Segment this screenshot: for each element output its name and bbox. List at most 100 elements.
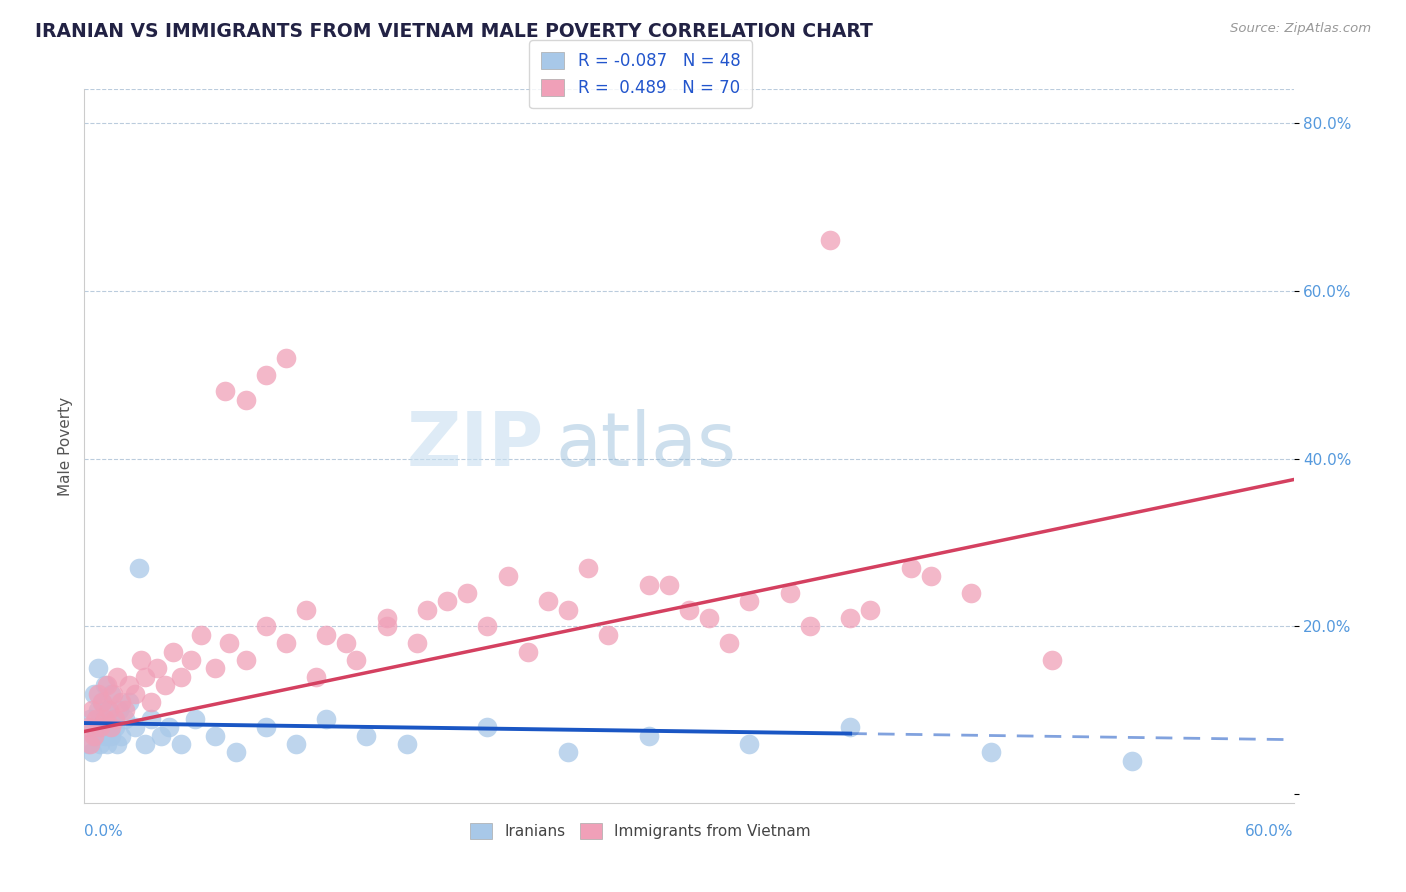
Point: [100, 687, 122, 701]
Point: [100, 729, 122, 743]
Point: [225, 746, 247, 760]
Point: [128, 560, 150, 574]
Point: [839, 720, 862, 734]
Point: [346, 653, 368, 667]
Text: IRANIAN VS IMMIGRANTS FROM VIETNAM MALE POVERTY CORRELATION CHART: IRANIAN VS IMMIGRANTS FROM VIETNAM MALE …: [35, 22, 873, 41]
Point: [149, 729, 172, 743]
Point: [204, 661, 226, 675]
Point: [678, 603, 700, 617]
Point: [406, 636, 429, 650]
Point: [104, 712, 127, 726]
Point: [118, 695, 141, 709]
Point: [180, 653, 202, 667]
Point: [184, 712, 207, 726]
Point: [637, 729, 659, 743]
Point: [496, 569, 519, 583]
Point: [557, 746, 579, 760]
Point: [104, 720, 127, 734]
Point: [315, 628, 337, 642]
Point: [818, 233, 841, 247]
Point: [456, 586, 478, 600]
Point: [97, 720, 120, 734]
Point: [100, 720, 122, 734]
Point: [110, 695, 132, 709]
Text: 60.0%: 60.0%: [1246, 824, 1294, 838]
Point: [134, 670, 156, 684]
Point: [91, 720, 114, 734]
Point: [114, 712, 136, 726]
Point: [82, 703, 104, 717]
Point: [738, 594, 761, 608]
Point: [157, 720, 180, 734]
Point: [436, 594, 458, 608]
Point: [105, 737, 128, 751]
Point: [274, 636, 297, 650]
Point: [416, 603, 439, 617]
Point: [218, 636, 240, 650]
Text: atlas: atlas: [555, 409, 737, 483]
Point: [839, 611, 862, 625]
Point: [576, 560, 599, 574]
Point: [598, 628, 620, 642]
Point: [557, 603, 579, 617]
Point: [859, 603, 882, 617]
Point: [89, 712, 111, 726]
Point: [93, 712, 115, 726]
Point: [86, 729, 108, 743]
Point: [779, 586, 801, 600]
Point: [89, 737, 111, 751]
Point: [235, 653, 257, 667]
Point: [637, 577, 659, 591]
Point: [920, 569, 942, 583]
Point: [153, 678, 176, 692]
Point: [235, 392, 257, 407]
Point: [900, 560, 922, 574]
Y-axis label: Male Poverty: Male Poverty: [58, 396, 73, 496]
Point: [658, 577, 681, 591]
Point: [190, 628, 212, 642]
Point: [114, 703, 136, 717]
Point: [738, 737, 761, 751]
Point: [134, 737, 156, 751]
Point: [91, 695, 114, 709]
Point: [91, 695, 114, 709]
Point: [97, 703, 120, 717]
Point: [1040, 653, 1063, 667]
Point: [77, 720, 100, 734]
Point: [537, 594, 560, 608]
Point: [83, 729, 105, 743]
Point: [315, 712, 337, 726]
Point: [79, 737, 101, 751]
Point: [83, 720, 105, 734]
Point: [254, 720, 277, 734]
Point: [96, 703, 118, 717]
Point: [129, 653, 152, 667]
Point: [107, 703, 129, 717]
Point: [139, 712, 162, 726]
Point: [77, 737, 100, 751]
Point: [83, 687, 105, 701]
Point: [477, 619, 499, 633]
Point: [697, 611, 720, 625]
Point: [395, 737, 418, 751]
Point: [87, 661, 110, 675]
Point: [96, 678, 118, 692]
Point: [516, 645, 538, 659]
Point: [105, 670, 128, 684]
Point: [139, 695, 162, 709]
Point: [82, 746, 104, 760]
Point: [101, 712, 124, 726]
Point: [477, 720, 499, 734]
Point: [124, 720, 146, 734]
Point: [1121, 754, 1143, 768]
Point: [254, 619, 277, 633]
Point: [96, 737, 118, 751]
Point: [118, 678, 141, 692]
Point: [285, 737, 308, 751]
Point: [89, 720, 111, 734]
Legend: Iranians, Immigrants from Vietnam: Iranians, Immigrants from Vietnam: [464, 817, 817, 845]
Point: [124, 687, 146, 701]
Point: [79, 712, 101, 726]
Point: [204, 729, 226, 743]
Point: [980, 746, 1002, 760]
